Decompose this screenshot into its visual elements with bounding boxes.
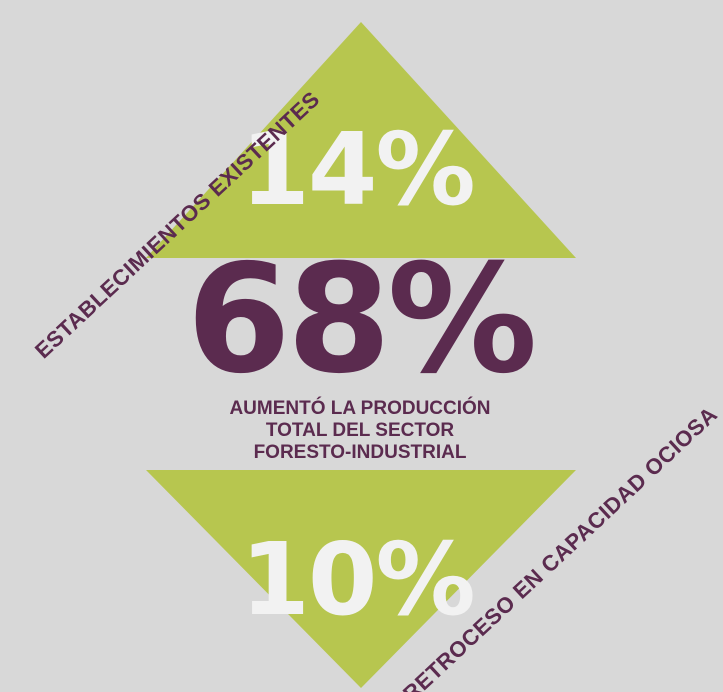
bottom-triangle [146,470,576,688]
main-description: AUMENTÓ LA PRODUCCIÓN TOTAL DEL SECTOR F… [160,398,560,464]
description-line: FORESTO-INDUSTRIAL [253,442,467,463]
description-line: AUMENTÓ LA PRODUCCIÓN [229,398,491,419]
top-triangle [146,22,576,258]
bottom-percentage: 10% [240,521,475,638]
top-percentage: 14% [240,111,475,228]
main-percentage: 68% [186,233,537,407]
description-line: TOTAL DEL SECTOR [265,420,455,441]
